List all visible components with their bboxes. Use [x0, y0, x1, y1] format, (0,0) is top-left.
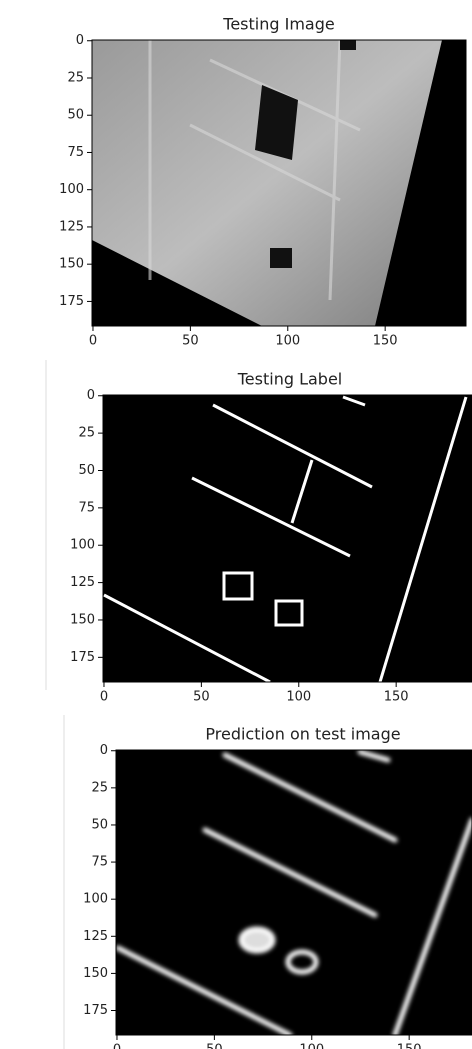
x-tick-label: 50 [206, 1043, 223, 1049]
x-tick-label: 50 [182, 334, 199, 349]
x-tick-label: 150 [373, 334, 398, 349]
y-tick-label: 100 [70, 538, 95, 553]
x-tick-label: 100 [299, 1043, 324, 1049]
y-tick-label: 175 [59, 294, 84, 309]
y-tick-label: 150 [70, 612, 95, 627]
y-tick-label: 175 [70, 650, 95, 665]
chart-title: Testing Label [237, 370, 343, 389]
chart-title: Prediction on test image [205, 725, 400, 744]
y-tick-label: 150 [83, 966, 108, 981]
image-3 [116, 750, 472, 1035]
y-tick-label: 25 [67, 70, 84, 85]
y-tick-label: 75 [91, 855, 108, 870]
y-tick-label: 50 [78, 463, 95, 478]
x-tick-label: 50 [193, 690, 210, 705]
x-tick-label: 150 [397, 1043, 422, 1049]
x-tick-label: 0 [89, 334, 97, 349]
y-tick-label: 0 [87, 388, 95, 403]
y-tick-label: 125 [59, 219, 84, 234]
x-tick-label: 100 [286, 690, 311, 705]
image-2 [103, 395, 472, 682]
y-tick-label: 25 [91, 780, 108, 795]
x-tick-label: 0 [100, 690, 108, 705]
y-tick-label: 75 [67, 145, 84, 160]
chart-title: Testing Image [222, 15, 334, 34]
y-tick-label: 50 [91, 817, 108, 832]
x-tick-label: 0 [113, 1043, 121, 1049]
y-tick-label: 100 [59, 182, 84, 197]
y-tick-label: 100 [83, 892, 108, 907]
y-tick-label: 25 [78, 426, 95, 441]
figure: Testing Image 0 25 50 75 100 125 150 175 0 50 100 15… [0, 0, 472, 1049]
y-tick-label: 150 [59, 257, 84, 272]
y-tick-label: 75 [78, 500, 95, 515]
y-tick-label: 0 [100, 743, 108, 758]
image-1 [92, 40, 466, 326]
y-tick-label: 175 [83, 1003, 108, 1018]
y-tick-label: 125 [70, 575, 95, 590]
x-tick-label: 100 [275, 334, 300, 349]
y-tick-label: 50 [67, 108, 84, 123]
y-tick-label: 125 [83, 929, 108, 944]
x-tick-label: 150 [384, 690, 409, 705]
y-tick-label: 0 [76, 33, 84, 48]
